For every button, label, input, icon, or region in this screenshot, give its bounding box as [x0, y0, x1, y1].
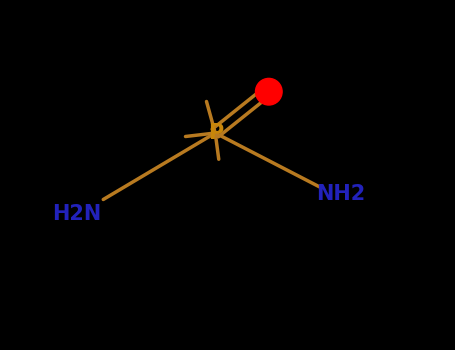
- Text: H2N: H2N: [52, 203, 101, 224]
- Circle shape: [256, 78, 282, 105]
- Text: P: P: [207, 123, 223, 143]
- Text: NH2: NH2: [317, 184, 366, 204]
- Text: O: O: [259, 80, 279, 104]
